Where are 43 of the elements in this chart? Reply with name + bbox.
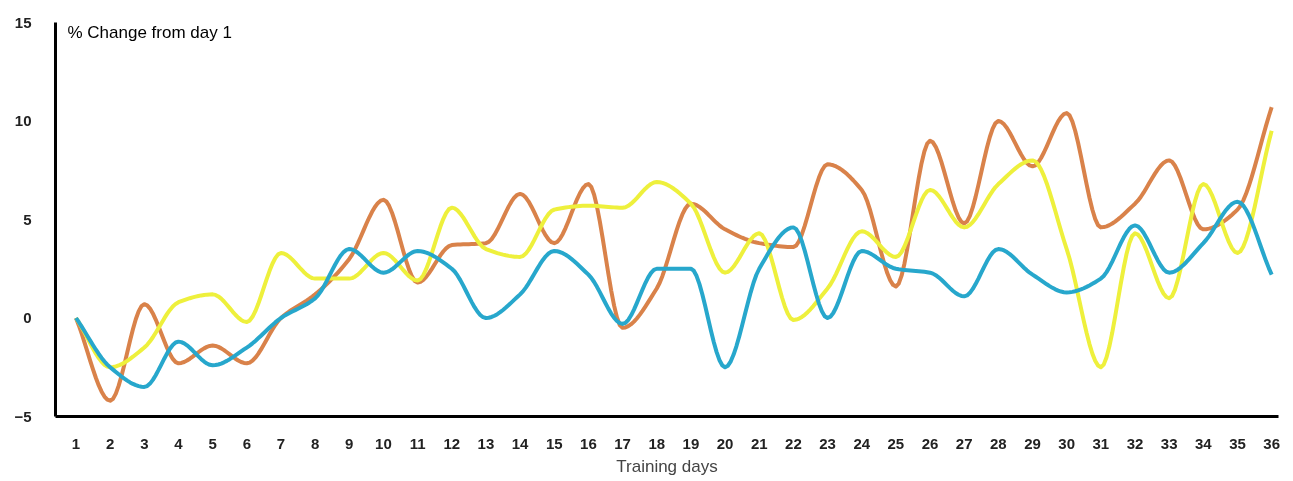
x-tick-label: 34 xyxy=(1195,434,1213,452)
x-tick-label: 16 xyxy=(580,434,597,452)
y-tick-label: 10 xyxy=(14,112,32,129)
x-tick-label: 27 xyxy=(955,434,973,452)
x-tick-label: 3 xyxy=(140,434,149,452)
x-tick-label: 36 xyxy=(1263,434,1281,452)
x-tick-label: 13 xyxy=(477,434,495,452)
y-tick-label: −5 xyxy=(14,407,32,425)
y-tick-label: 15 xyxy=(14,13,32,31)
x-tick-label: 5 xyxy=(208,434,217,452)
y-axis-title: % Change from day 1 xyxy=(67,23,232,42)
x-tick-label: 9 xyxy=(345,434,354,452)
x-tick-label: 20 xyxy=(716,434,734,452)
x-tick-label: 4 xyxy=(174,434,184,452)
y-tick-label: 0 xyxy=(23,309,32,326)
x-tick-label: 24 xyxy=(853,434,871,452)
x-tick-label: 32 xyxy=(1126,434,1144,452)
x-tick-label: 22 xyxy=(785,434,802,452)
x-tick-label: 2 xyxy=(105,434,115,452)
y-tick-label: 5 xyxy=(23,210,32,228)
x-tick-label: 29 xyxy=(1024,434,1041,452)
x-tick-label: 21 xyxy=(750,434,768,452)
x-tick-label: 14 xyxy=(511,434,530,452)
x-tick-label: 11 xyxy=(409,434,426,452)
x-axis-title: Training days xyxy=(616,456,718,476)
x-tick-label: 7 xyxy=(276,434,286,452)
x-tick-label: 19 xyxy=(682,434,700,452)
x-tick-label: 12 xyxy=(443,434,461,452)
x-tick-label: 1 xyxy=(71,434,81,452)
x-tick-label: 25 xyxy=(887,434,905,452)
x-tick-label: 33 xyxy=(1160,434,1178,452)
x-tick-label: 8 xyxy=(310,434,320,452)
x-tick-label: 30 xyxy=(1058,434,1076,452)
x-tick-label: 18 xyxy=(648,434,666,452)
x-tick-label: 10 xyxy=(375,434,392,452)
x-tick-label: 15 xyxy=(545,434,563,452)
x-tick-label: 28 xyxy=(990,434,1007,452)
x-tick-label: 35 xyxy=(1229,434,1246,452)
x-tick-label: 26 xyxy=(921,434,939,452)
x-tick-label: 6 xyxy=(242,434,251,452)
x-tick-label: 31 xyxy=(1092,434,1110,452)
x-tick-label: 23 xyxy=(819,434,836,452)
x-tick-label: 17 xyxy=(614,434,631,452)
